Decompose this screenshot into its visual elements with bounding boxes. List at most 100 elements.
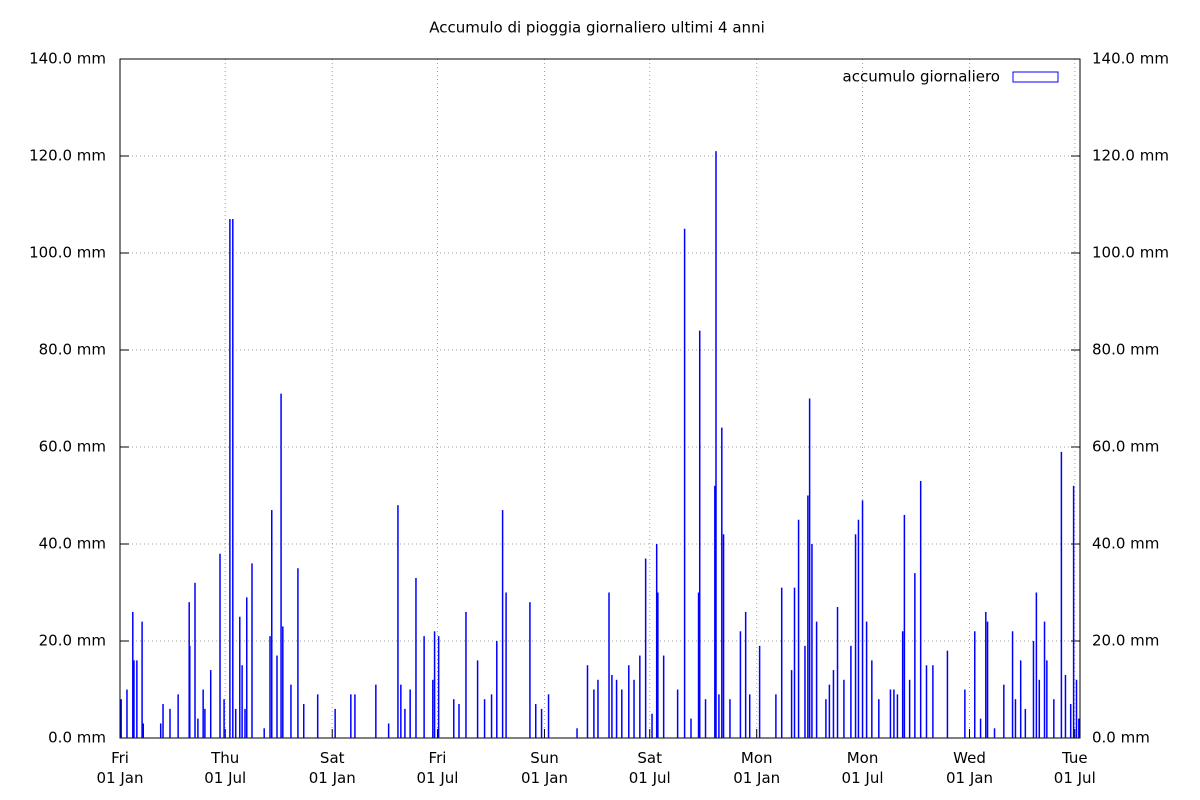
bar xyxy=(223,699,225,738)
bar xyxy=(350,694,352,738)
bar xyxy=(490,694,493,738)
bar xyxy=(748,694,751,738)
bar xyxy=(793,587,796,738)
bar xyxy=(547,694,550,738)
bar xyxy=(290,684,292,738)
legend-swatch xyxy=(1012,71,1059,83)
bar xyxy=(903,514,906,738)
bar xyxy=(133,660,135,738)
x-tick-label: Sun 01 Jan xyxy=(520,749,568,787)
bar xyxy=(597,679,599,738)
bar xyxy=(1060,451,1063,738)
bar xyxy=(437,636,440,738)
bar xyxy=(655,544,658,738)
bar xyxy=(251,563,253,738)
x-tick-label: Sat 01 Jan xyxy=(308,749,356,787)
bar xyxy=(698,330,701,738)
bar xyxy=(1019,660,1022,738)
bar xyxy=(505,592,507,738)
bar xyxy=(896,694,899,738)
bar xyxy=(483,699,486,738)
bar xyxy=(804,645,806,738)
bar xyxy=(132,611,134,738)
bar xyxy=(780,587,783,738)
y2-tick-label: 120.0 mm xyxy=(1092,147,1169,165)
bar xyxy=(718,694,720,738)
bar xyxy=(241,665,243,738)
bar xyxy=(586,665,589,738)
bar xyxy=(704,699,707,738)
bar xyxy=(1011,631,1014,738)
bar xyxy=(1038,679,1041,738)
bar xyxy=(302,704,305,738)
bar xyxy=(739,631,742,738)
bar xyxy=(808,398,811,738)
x-tick-label: Mon 01 Jul xyxy=(841,749,884,787)
bar xyxy=(865,621,868,738)
bar xyxy=(276,655,278,738)
bar xyxy=(496,641,498,738)
bar xyxy=(415,577,417,738)
bar xyxy=(263,728,265,738)
bar xyxy=(244,708,246,738)
y-tick-label: 100.0 mm xyxy=(29,244,106,262)
bar xyxy=(239,616,241,738)
bar xyxy=(857,519,860,738)
bar xyxy=(985,611,987,738)
bar xyxy=(1075,679,1078,738)
bar xyxy=(334,708,336,738)
x-tick-label: Mon 01 Jan xyxy=(733,749,781,787)
bar xyxy=(202,689,204,738)
x-tick-label: Fri 01 Jul xyxy=(416,749,459,787)
bar xyxy=(797,519,800,738)
bar xyxy=(136,660,138,738)
bar xyxy=(120,699,122,738)
bar xyxy=(611,674,613,738)
bar xyxy=(683,228,686,738)
bar xyxy=(375,684,377,738)
y2-tick-label: 20.0 mm xyxy=(1092,632,1159,650)
bar xyxy=(628,665,630,738)
x-tick-label: Fri 01 Jan xyxy=(96,749,144,787)
plot-frame xyxy=(119,58,1081,739)
bar xyxy=(974,631,976,738)
bar xyxy=(458,704,460,738)
bar xyxy=(540,708,543,738)
bar xyxy=(815,621,818,738)
bar xyxy=(194,582,196,738)
bar xyxy=(189,645,191,738)
bar xyxy=(142,723,145,738)
bar xyxy=(919,480,922,738)
bar xyxy=(832,670,835,738)
bar xyxy=(246,597,248,738)
bar xyxy=(234,708,237,738)
bar xyxy=(232,219,234,739)
bar xyxy=(914,573,916,738)
y-tick-label: 20.0 mm xyxy=(39,632,106,650)
bar xyxy=(633,679,635,738)
bar xyxy=(465,611,467,738)
x-tick-label: Sat 01 Jul xyxy=(628,749,671,787)
bar xyxy=(400,684,402,738)
bar xyxy=(282,626,284,738)
bar xyxy=(159,723,162,738)
y-tick-label: 120.0 mm xyxy=(29,147,106,165)
bar xyxy=(1024,708,1027,738)
bar xyxy=(790,670,793,738)
bar xyxy=(316,694,319,738)
bar xyxy=(229,219,231,739)
bar xyxy=(387,723,390,738)
bar xyxy=(843,679,845,738)
bar xyxy=(433,631,436,738)
chart-title: Accumulo di pioggia giornaliero ultimi 4… xyxy=(429,19,765,37)
bar xyxy=(1072,485,1075,738)
bar xyxy=(1035,592,1038,738)
bar xyxy=(946,650,949,738)
bar xyxy=(893,689,895,738)
bar xyxy=(729,699,731,738)
bar xyxy=(1014,699,1017,738)
bar xyxy=(721,427,723,738)
bar xyxy=(501,510,504,738)
bar xyxy=(126,689,128,738)
